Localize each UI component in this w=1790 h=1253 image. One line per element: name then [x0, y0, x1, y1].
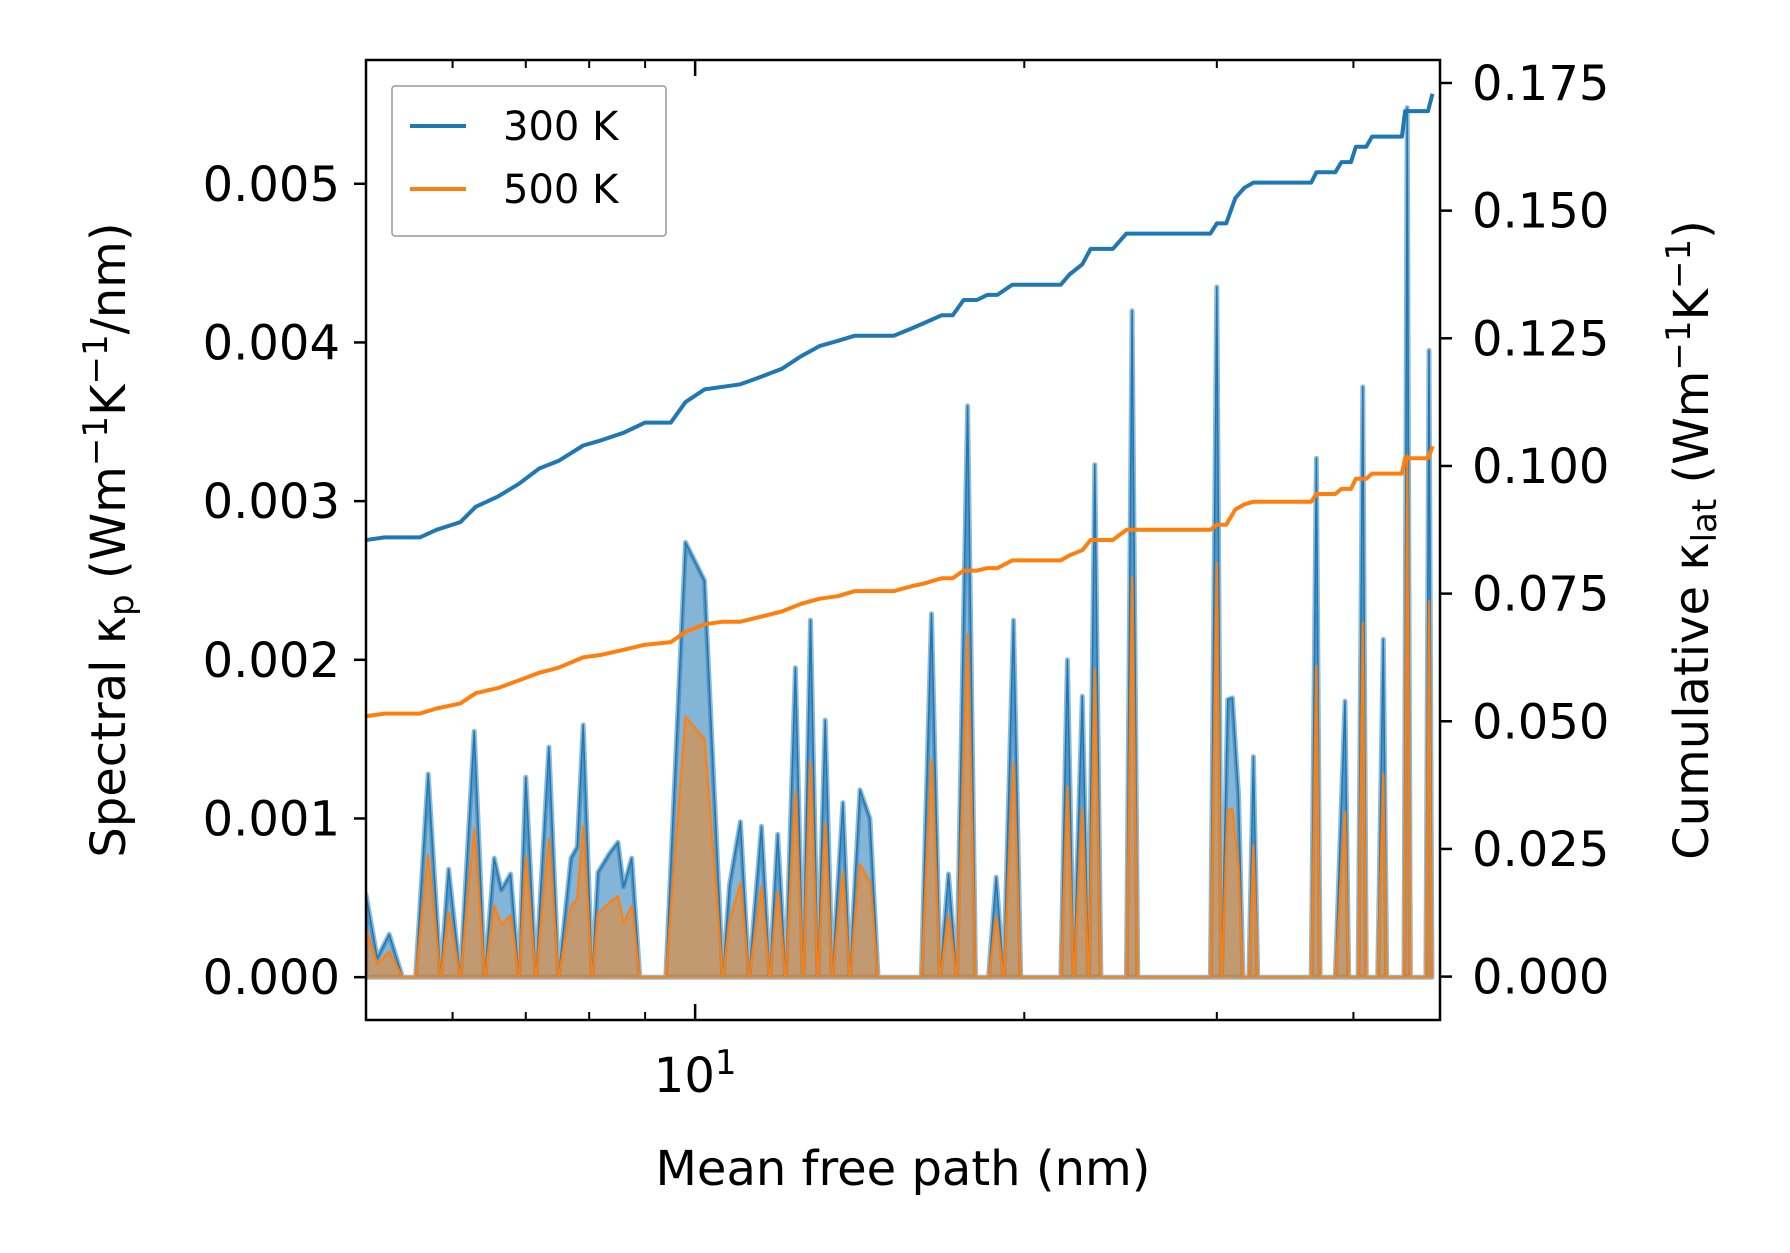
left-tick-label-5: 0.005 — [203, 157, 340, 213]
right-axis-title-mid1: (Wm — [1664, 371, 1720, 499]
left-axis-title-pre: Spectral κ — [81, 616, 137, 858]
right-tick-label-6: 0.150 — [1472, 184, 1609, 240]
left-axis-title-sub: p — [102, 594, 142, 616]
left-tick-label-1: 0.001 — [203, 791, 340, 847]
plot-frame — [364, 58, 1442, 1022]
ticks-layer: 0.000 0.001 0.002 0.003 0.004 0.005 0.000 0.025… — [203, 56, 1610, 1104]
spectral-500k-fill — [366, 453, 1434, 979]
left-axis-title-sup2: −1 — [76, 334, 116, 384]
right-tick-label-5: 0.125 — [1472, 311, 1609, 367]
left-axis-title-mid1: (Wm — [81, 466, 137, 594]
right-tick-label-0: 0.000 — [1472, 950, 1609, 1006]
right-axis-title-sup1: −1 — [1659, 320, 1699, 370]
right-axis-title-post: ) — [1664, 220, 1720, 239]
right-axis-title-sup2: −1 — [1659, 239, 1699, 289]
right-tick-label-1: 0.025 — [1472, 822, 1609, 878]
legend-label-500k: 500 K — [503, 167, 620, 213]
plot-area — [366, 93, 1435, 980]
right-axis-title-mid2: K — [1664, 287, 1720, 320]
right-axis-title-pre: Cumulative κ — [1664, 542, 1720, 860]
spectral-500k-line — [366, 454, 1433, 978]
right-axis-title: Cumulative κlat (Wm−1K−1) — [1659, 220, 1725, 860]
legend-label-300k: 300 K — [503, 104, 620, 150]
left-tick-label-4: 0.004 — [203, 315, 340, 371]
right-tick-label-4: 0.100 — [1472, 439, 1609, 495]
right-tick-label-2: 0.050 — [1472, 694, 1609, 750]
x-axis-title: Mean free path (nm) — [656, 1141, 1151, 1197]
left-tick-label-2: 0.002 — [203, 633, 340, 689]
right-tick-label-3: 0.075 — [1472, 567, 1609, 623]
left-axis-title-sup1: −1 — [76, 416, 116, 466]
right-axis-title-sub: lat — [1685, 499, 1725, 543]
left-axis-title-post: /nm) — [81, 222, 137, 334]
cumulative-500k-line — [366, 445, 1435, 719]
cumulative-300k-line — [366, 93, 1435, 543]
legend: 300 K 500 K — [391, 85, 667, 237]
left-tick-label-3: 0.003 — [203, 474, 340, 530]
x-tick-label-0: 101 — [654, 1043, 737, 1104]
legend-box — [391, 85, 667, 237]
spectral-300k-fill — [366, 105, 1435, 980]
right-tick-label-7: 0.175 — [1472, 56, 1609, 112]
left-axis-title: Spectral κp (Wm−1K−1/nm) — [76, 222, 142, 857]
left-axis-title-mid2: K — [81, 383, 137, 416]
left-tick-label-0: 0.000 — [203, 950, 340, 1006]
